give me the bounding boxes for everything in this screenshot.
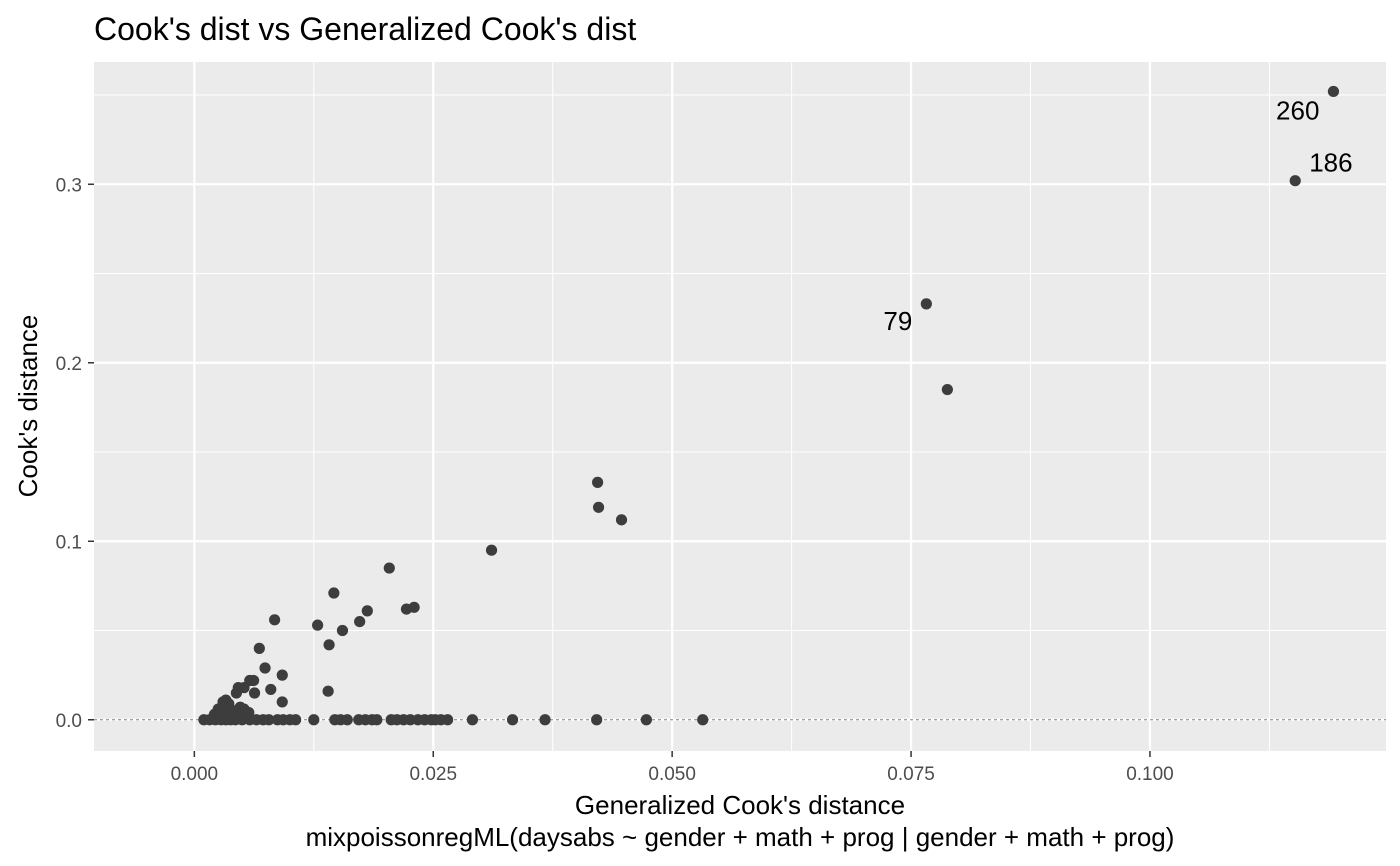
- data-point: [941, 383, 953, 396]
- chart-title: Cook's dist vs Generalized Cook's dist: [94, 11, 636, 47]
- data-point: [328, 587, 340, 599]
- data-points: [198, 85, 1340, 726]
- data-point: [506, 714, 519, 726]
- data-point: [920, 298, 932, 310]
- data-point: [269, 614, 281, 626]
- y-tick-label: 0.0: [56, 711, 82, 732]
- data-point: [341, 714, 353, 726]
- data-point: [322, 685, 334, 697]
- data-point: [539, 714, 551, 726]
- data-point: [312, 619, 324, 631]
- data-point: [485, 544, 498, 556]
- data-point: [265, 683, 277, 696]
- point-label: 260: [1276, 95, 1319, 125]
- y-tick-label: 0.2: [56, 354, 82, 375]
- y-tick-label: 0.3: [56, 175, 82, 196]
- data-point: [383, 562, 395, 574]
- data-point: [263, 714, 275, 726]
- grid-lines: [94, 62, 1386, 751]
- data-point: [1289, 175, 1301, 187]
- data-point: [276, 696, 288, 708]
- plot-panel: [94, 62, 1386, 751]
- data-point: [259, 662, 271, 674]
- x-axis-caption: mixpoissonregML(daysabs ~ gender + math …: [306, 822, 1175, 852]
- data-point: [400, 603, 413, 615]
- data-point: [354, 615, 366, 628]
- data-point: [290, 714, 302, 726]
- data-point: [592, 501, 605, 513]
- y-axis-title: Cook's distance: [13, 315, 43, 498]
- data-point: [592, 476, 604, 488]
- data-point: [1327, 85, 1340, 98]
- data-point: [230, 687, 242, 699]
- data-point: [247, 674, 260, 687]
- data-point: [323, 639, 335, 651]
- data-point: [336, 624, 349, 637]
- x-tick-label: 0.050: [648, 764, 696, 785]
- point-label: 186: [1309, 148, 1352, 178]
- data-point: [591, 714, 603, 726]
- data-point: [615, 514, 628, 526]
- data-point: [441, 714, 454, 726]
- point-labels: 260 186 79: [883, 95, 1352, 335]
- point-label: 79: [883, 306, 912, 336]
- data-point: [361, 605, 373, 617]
- data-point: [640, 714, 652, 726]
- data-point: [253, 642, 265, 654]
- data-point: [308, 714, 320, 726]
- x-axis-title: Generalized Cook's distance: [575, 790, 905, 820]
- data-point: [466, 714, 479, 726]
- data-point: [276, 669, 288, 681]
- x-tick-label: 0.000: [171, 764, 219, 785]
- data-point: [697, 714, 709, 726]
- x-tick-label: 0.075: [887, 764, 935, 785]
- axis-ticks: 0.000 0.025 0.050 0.075 0.100 0.0 0.1 0.2 0.3: [56, 175, 1174, 785]
- data-point: [371, 714, 383, 726]
- x-tick-label: 0.025: [409, 764, 457, 785]
- y-tick-label: 0.1: [56, 532, 82, 553]
- x-tick-label: 0.100: [1126, 764, 1174, 785]
- data-point: [248, 687, 261, 699]
